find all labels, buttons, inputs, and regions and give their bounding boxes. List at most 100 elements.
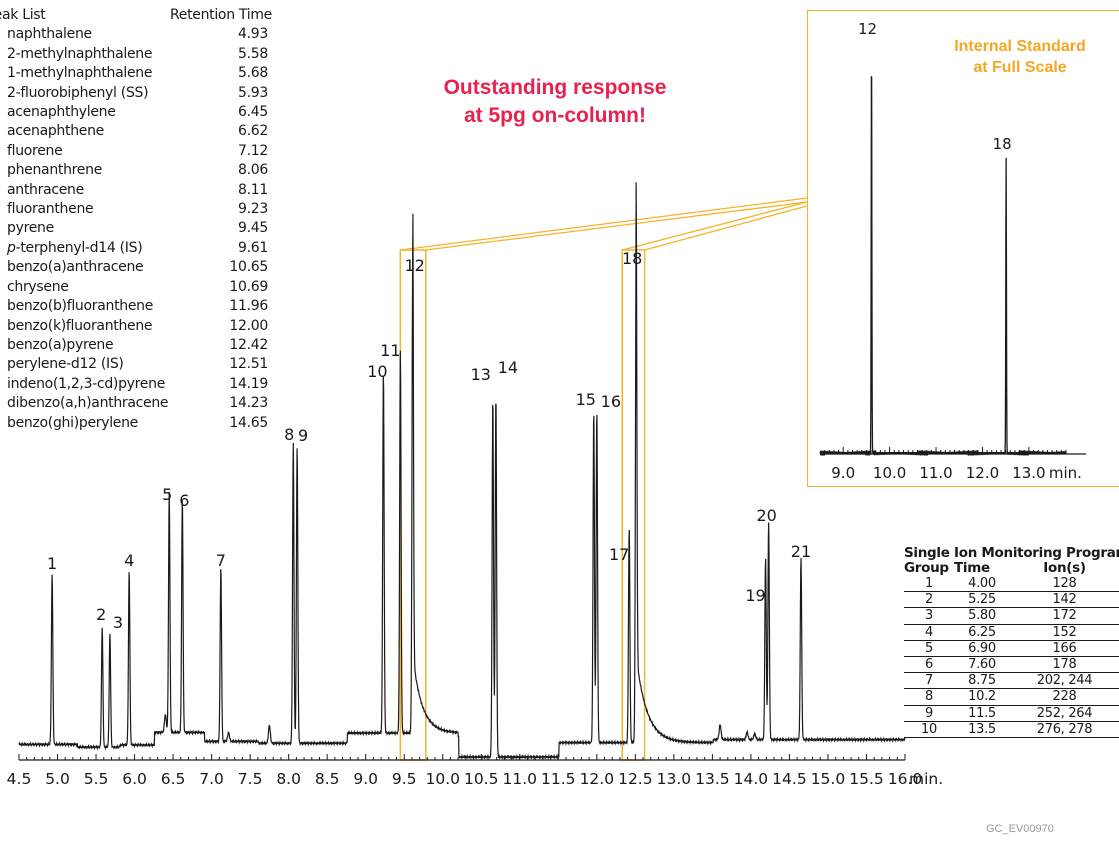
peak-list-row: benzo(b)fluoranthene 11.96 [0,297,272,316]
x-tick-label: 11.0 [503,770,538,788]
sim-cell-ions: 128 [1010,576,1119,593]
x-tick-label: 14.5 [772,770,807,788]
x-axis-unit: min. [909,770,943,788]
peak-label: 8 [284,425,294,444]
peak-retention-time: 8.06 [238,162,268,179]
peak-retention-time: 7.12 [238,142,268,159]
peak-name: naphthalene [7,26,92,43]
x-tick-label: 15.0 [811,770,846,788]
peak-label: 16 [601,392,621,411]
sim-cell-ions: 276, 278 [1010,721,1119,739]
peak-retention-time: 14.23 [229,395,268,412]
sim-cell-group: 2 [904,591,954,609]
x-tick-label: 13.5 [695,770,730,788]
peak-name: benzo(k)fluoranthene [7,317,153,334]
peak-list-row: dibenzo(a,h)anthracene 14.23 [0,394,272,413]
peak-name: dibenzo(a,h)anthracene [7,395,169,412]
x-tick-label: 13.0 [657,770,692,788]
inset-panel [807,10,1119,487]
sim-cell-ions: 252, 264 [1010,705,1119,722]
x-tick-label: 11.5 [541,770,576,788]
peak-list-row: 2-fluorobiphenyl (SS) 5.93 [0,84,272,103]
sim-row: 6 7.60 178 [904,656,1119,674]
peak-name: phenanthrene [7,162,103,179]
sim-row: 3 5.80 172 [904,607,1119,625]
peak-retention-time: 6.62 [238,123,268,140]
inset-connector [644,205,808,251]
sim-header-time: Time [954,560,990,576]
inset-connector [425,201,808,251]
figure-code: GC_EV00970 [986,823,1054,835]
sim-cell-time: 10.2 [954,688,1010,706]
inset-x-tick-label: 12.0 [966,464,999,482]
peak-retention-time: 8.11 [238,181,268,198]
x-tick-label: 9.5 [392,770,417,788]
peak-list-row: perylene-d12 (IS) 12.51 [0,355,272,374]
peak-list-row: fluoranthene 9.23 [0,200,272,219]
peak-name: acenaphthene [7,123,104,140]
peak-list-header: Peak List Retention Time [0,6,272,25]
peak-list-header-rt: Retention Time [169,7,272,23]
sim-row: 5 6.90 166 [904,640,1119,658]
peak-label: 2 [96,605,106,624]
sim-cell-group: 3 [904,607,954,625]
x-tick-label: 10.5 [464,770,499,788]
inset-peak-label: 12 [858,20,877,38]
peak-list-header-name: Peak List [0,7,46,23]
peak-list-row: benzo(k)fluoranthene 12.00 [0,317,272,336]
x-tick-label: 12.0 [580,770,615,788]
peak-retention-time: 5.93 [238,84,268,101]
peak-retention-time: 9.61 [238,239,268,256]
inset-connector [400,197,808,251]
sim-cell-ions: 142 [1010,591,1119,609]
peak-list-row: naphthalene 4.93 [0,25,272,44]
peak-name: chrysene [7,278,69,295]
peak-list: Peak List Retention Time naphthalene 4.93… [0,6,272,433]
peak-label: 6 [179,491,189,510]
peak-name: pyrene [7,220,54,237]
sim-row: 8 10.2 228 [904,688,1119,706]
sim-row: 9 11.5 252, 264 [904,705,1119,722]
callout-line-2: at 5pg on-column! [464,104,646,127]
peak-retention-time: 10.69 [229,278,268,295]
peak-label: 12 [405,256,425,275]
sim-cell-group: 6 [904,656,954,674]
peak-label: 15 [576,390,596,409]
inset-title-line-2: at Full Scale [973,59,1067,76]
peak-retention-time: 12.42 [229,336,268,353]
x-tick-label: 7.0 [199,770,224,788]
x-tick-label: 6.5 [161,770,186,788]
inset-title-line-1: Internal Standard [954,38,1086,55]
x-tick-label: 14.0 [734,770,769,788]
peak-list-row: acenaphthylene 6.45 [0,103,272,122]
inset-title: Internal Standard at Full Scale [920,36,1119,78]
peak-list-row: phenanthrene 8.06 [0,161,272,180]
peak-list-row: chrysene 10.69 [0,278,272,297]
peak-list-row: benzo(a)anthracene 10.65 [0,258,272,277]
x-tick-label: 4.5 [7,770,32,788]
peak-name: benzo(ghi)perylene [7,414,138,431]
x-tick-label: 16.0 [888,770,923,788]
sim-cell-group: 1 [904,576,954,593]
peak-name: indeno(1,2,3-cd)pyrene [7,375,166,392]
sim-program-table: Single Ion Monitoring Program Group Time… [904,545,1119,739]
peak-retention-time: 12.51 [229,356,268,373]
peak-name: benzo(b)fluoranthene [7,298,154,315]
sim-cell-ions: 166 [1010,640,1119,658]
peak-label: 5 [162,485,172,504]
peak-name: perylene-d12 (IS) [7,356,124,373]
peak-name: fluoranthene [7,201,94,218]
peak-name: acenaphthylene [7,104,116,121]
peak-list-row: pyrene 9.45 [0,219,272,238]
x-tick-label: 15.5 [849,770,884,788]
sim-row: 4 6.25 152 [904,624,1119,641]
sim-cell-group: 10 [904,721,954,739]
peak-list-row: 1-methylnaphthalene 5.68 [0,64,272,83]
sim-cell-ions: 202, 244 [1010,672,1119,690]
peak-retention-time: 5.68 [238,65,268,82]
peak-name: fluorene [7,142,63,159]
inset-x-axis-unit: min. [1049,464,1082,482]
peak-label: 3 [113,613,123,632]
sim-row: 7 8.75 202, 244 [904,672,1119,690]
